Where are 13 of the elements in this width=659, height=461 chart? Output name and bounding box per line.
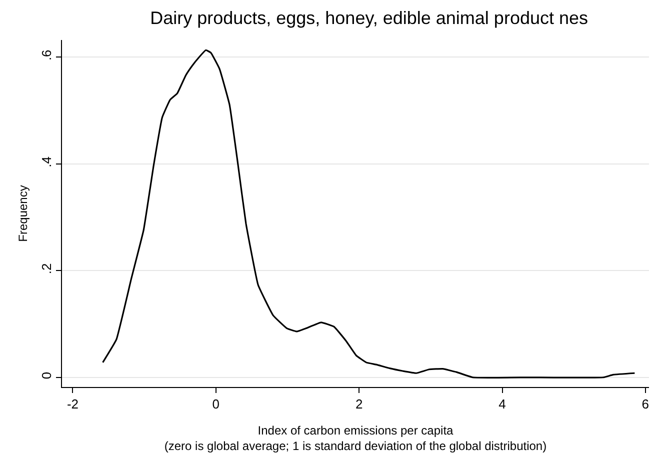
y-axis-title: Frequency (16, 185, 30, 242)
x-tick-label: 4 (498, 396, 506, 412)
x-axis-title: Index of carbon emissions per capita (zero is global average; 1 is standard deviation of the global distribution) (164, 424, 547, 454)
y-tick-label: .6 (38, 50, 54, 61)
x-tick-label: 0 (212, 396, 220, 412)
y-tick-label: .2 (38, 263, 54, 274)
line-series (102, 49, 636, 378)
chart-title: Dairy products, eggs, honey, edible animal product nes (150, 8, 588, 28)
y-tick-label: .4 (38, 156, 54, 168)
x-tick-label: -2 (66, 396, 79, 412)
x-tick-label: 2 (355, 396, 363, 412)
x-tick-label: 6 (642, 396, 650, 412)
y-tick-label: 0 (38, 372, 54, 380)
